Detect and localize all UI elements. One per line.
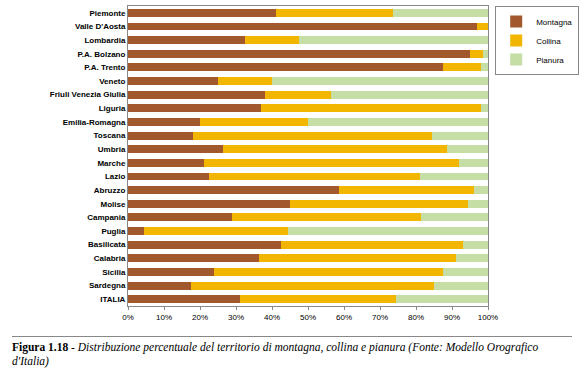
svg-text:100%: 100% <box>478 313 498 322</box>
svg-text:P.A. Bolzano: P.A. Bolzano <box>78 50 126 59</box>
svg-text:90%: 90% <box>444 313 460 322</box>
svg-text:80%: 80% <box>408 313 424 322</box>
svg-text:Liguria: Liguria <box>99 104 126 113</box>
svg-text:Basilicata: Basilicata <box>88 240 126 249</box>
svg-text:60%: 60% <box>336 313 352 322</box>
svg-text:Montagna: Montagna <box>536 18 572 27</box>
svg-text:Sicilia: Sicilia <box>102 268 126 277</box>
svg-text:Lazio: Lazio <box>105 172 126 181</box>
svg-text:Calabria: Calabria <box>94 254 126 263</box>
svg-text:ITALIA: ITALIA <box>100 295 125 304</box>
svg-text:10%: 10% <box>156 313 172 322</box>
svg-text:Lombardia: Lombardia <box>84 36 125 45</box>
svg-text:P.A. Trento: P.A. Trento <box>84 63 125 72</box>
svg-text:0%: 0% <box>122 313 134 322</box>
svg-text:Friuli Venezia Giulia: Friuli Venezia Giulia <box>50 90 126 99</box>
svg-text:Emilia-Romagna: Emilia-Romagna <box>63 118 126 127</box>
svg-text:40%: 40% <box>264 313 280 322</box>
svg-text:Umbria: Umbria <box>98 145 126 154</box>
svg-text:Puglia: Puglia <box>101 227 126 236</box>
svg-text:Campania: Campania <box>87 213 126 222</box>
svg-text:Toscana: Toscana <box>94 131 126 140</box>
svg-text:30%: 30% <box>228 313 244 322</box>
html-text:Figura 1.18 - Distribuzione pe: Figura 1.18 - Distribuzione percentuale … <box>12 341 539 367</box>
svg-text:Valle D'Aosta: Valle D'Aosta <box>75 22 126 31</box>
svg-text:Collina: Collina <box>536 37 561 46</box>
svg-text:Pianura: Pianura <box>536 56 564 65</box>
svg-text:Sardegna: Sardegna <box>89 281 126 290</box>
svg-text:Veneto: Veneto <box>99 77 125 86</box>
svg-text:50%: 50% <box>300 313 316 322</box>
svg-text:Marche: Marche <box>97 159 126 168</box>
svg-text:Molise: Molise <box>100 200 125 209</box>
svg-text:Piemonte: Piemonte <box>89 9 126 18</box>
svg-text:20%: 20% <box>192 313 208 322</box>
svg-text:70%: 70% <box>372 313 388 322</box>
svg-text:Abruzzo: Abruzzo <box>94 186 126 195</box>
